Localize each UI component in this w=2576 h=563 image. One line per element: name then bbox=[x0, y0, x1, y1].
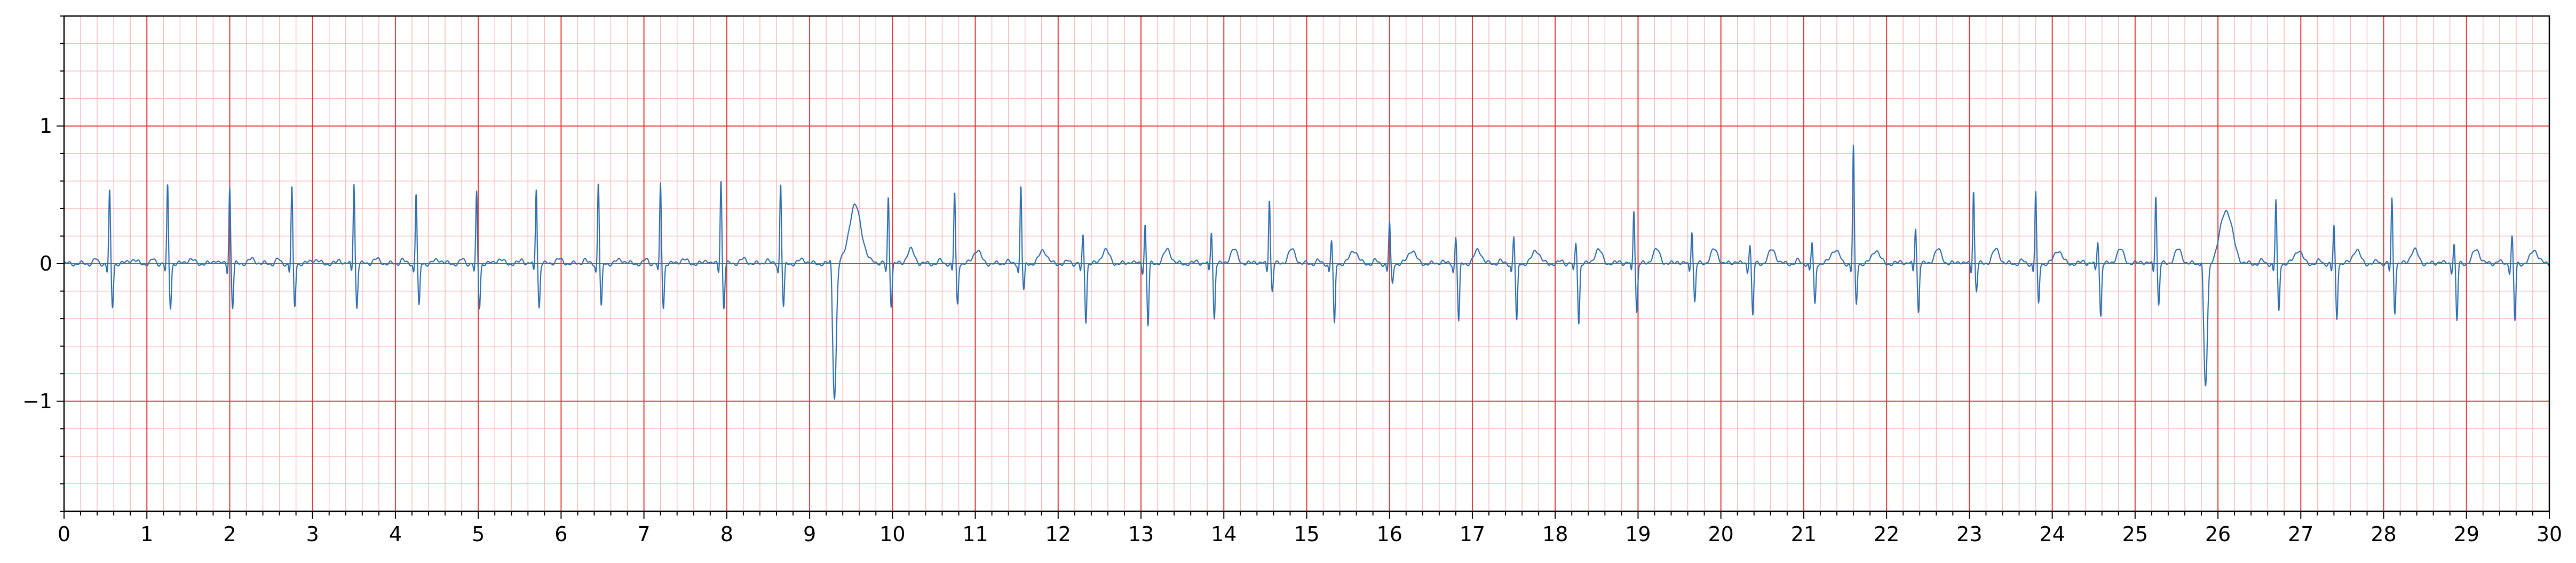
x-tick-label: 17 bbox=[1460, 522, 1485, 546]
x-tick-label: 15 bbox=[1294, 522, 1319, 546]
major-grid bbox=[64, 16, 2549, 511]
x-tick-label: 11 bbox=[962, 522, 988, 546]
x-tick-label: 3 bbox=[306, 522, 319, 546]
x-tick-label: 27 bbox=[2288, 522, 2313, 546]
x-tick-label: 21 bbox=[1791, 522, 1817, 546]
x-tick-label: 30 bbox=[2537, 522, 2562, 546]
x-tick-label: 0 bbox=[58, 522, 70, 546]
x-tick-label: 29 bbox=[2454, 522, 2479, 546]
x-tick-label: 26 bbox=[2205, 522, 2231, 546]
x-tick-label: 4 bbox=[389, 522, 402, 546]
x-axis-ticks: 0 1 2 3 4 5 6 7 8 9 10 11 12 13 14 15 16 17 18 19 20 21 22 23 24… bbox=[58, 511, 2562, 546]
y-tick-label: 1 bbox=[39, 114, 52, 138]
ecg-trace bbox=[64, 144, 2550, 400]
x-tick-label: 20 bbox=[1708, 522, 1733, 546]
y-axis-ticks: 1 0 −1 bbox=[22, 15, 64, 512]
x-tick-label: 16 bbox=[1377, 522, 1402, 546]
x-tick-label: 19 bbox=[1625, 522, 1651, 546]
y-tick-label: −1 bbox=[22, 390, 52, 413]
x-tick-label: 5 bbox=[472, 522, 485, 546]
x-tick-label: 22 bbox=[1874, 522, 1899, 546]
y-tick-label: 0 bbox=[39, 252, 52, 275]
x-tick-label: 24 bbox=[2039, 522, 2065, 546]
x-tick-label: 28 bbox=[2371, 522, 2396, 546]
x-tick-label: 14 bbox=[1211, 522, 1237, 546]
x-tick-label: 18 bbox=[1542, 522, 1568, 546]
x-tick-label: 12 bbox=[1045, 522, 1071, 546]
x-tick-label: 7 bbox=[638, 522, 651, 546]
x-tick-label: 9 bbox=[803, 522, 816, 546]
x-tick-label: 1 bbox=[140, 522, 153, 546]
x-tick-label: 25 bbox=[2122, 522, 2148, 546]
x-tick-label: 13 bbox=[1128, 522, 1154, 546]
x-tick-label: 6 bbox=[554, 522, 567, 546]
x-tick-label: 23 bbox=[1956, 522, 1982, 546]
x-tick-label: 10 bbox=[879, 522, 905, 546]
x-tick-label: 8 bbox=[720, 522, 733, 546]
x-tick-label: 2 bbox=[223, 522, 236, 546]
